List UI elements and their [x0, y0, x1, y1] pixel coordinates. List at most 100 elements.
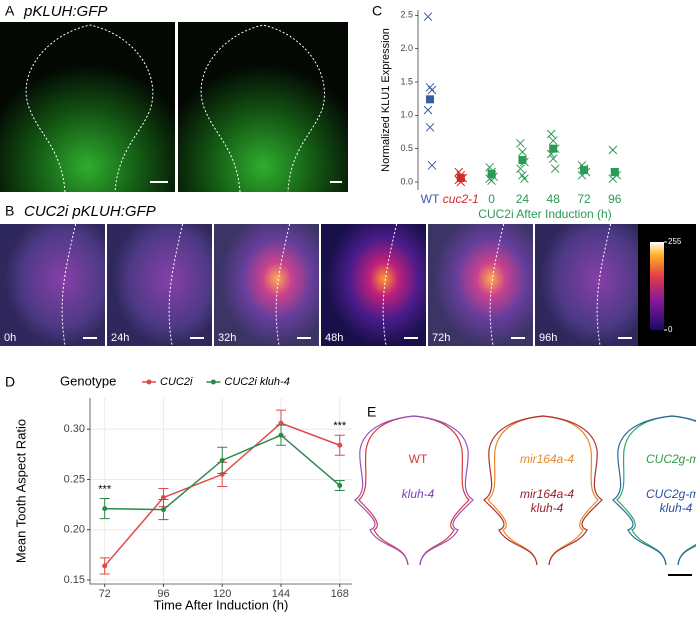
point: [485, 162, 494, 172]
y-tick-label: 1.0: [400, 110, 413, 120]
panel-label: D: [5, 374, 15, 390]
point: [548, 136, 558, 146]
y-tick-label: 2.5: [400, 10, 413, 20]
colorbar-bg: [638, 224, 696, 346]
point: [487, 176, 496, 186]
leaf-label: CUC2g-m4: [646, 452, 696, 466]
x-tick-label: 72: [577, 192, 591, 206]
leaf-label: kluh-4: [531, 501, 564, 515]
leaf-label: mir164a-4: [520, 452, 574, 466]
point: [219, 457, 225, 463]
y-tick-label: 0.5: [400, 143, 413, 153]
point: [550, 164, 560, 174]
x-tick-label: 120: [213, 588, 231, 600]
point: [337, 482, 343, 488]
y-tick-label: 0.0: [400, 176, 413, 186]
x-tick-label: 96: [157, 588, 169, 600]
y-tick-label: 1.5: [400, 76, 413, 86]
mean: [610, 168, 619, 176]
leaf-outline: [354, 415, 474, 566]
mean: [518, 156, 527, 164]
gfp-image: [0, 22, 348, 193]
time-label: 32h: [218, 332, 236, 344]
margin-outline: [596, 223, 612, 347]
x-tick-label: cuc2-1: [443, 192, 479, 206]
x-tick-label: 24: [516, 192, 530, 206]
panel-title: pKLUH:GFP: [23, 3, 107, 20]
point: [102, 506, 108, 512]
heatmap-tile: [107, 224, 212, 346]
margin-outline: [61, 223, 77, 347]
x-tick-label: 96: [608, 192, 622, 206]
mean: [426, 95, 434, 104]
mean: [549, 144, 558, 153]
leaf-label: WT: [409, 452, 428, 466]
point: [427, 160, 437, 170]
point: [520, 174, 529, 184]
point: [425, 122, 435, 132]
panel-label: B: [5, 203, 14, 219]
y-axis-title: Normalized KLU1 Expression: [380, 28, 392, 172]
time-label: 72h: [432, 332, 450, 344]
point: [516, 138, 525, 148]
leaf-label: mir164a-4: [520, 487, 574, 501]
leaf-label: CUC2g-m4: [646, 487, 696, 501]
legend-dot: [146, 379, 152, 385]
y-tick-label: 0.30: [64, 423, 85, 435]
point: [608, 174, 618, 184]
point: [423, 12, 433, 22]
mean: [456, 174, 465, 182]
y-tick-label: 0.15: [64, 574, 85, 586]
significance: ***: [98, 483, 112, 495]
time-label: 0h: [4, 332, 16, 344]
leaf-outline: [483, 415, 603, 566]
heatmap-tile: [214, 224, 319, 346]
point: [102, 563, 108, 569]
panel-label: E: [367, 404, 376, 420]
leaf-label: kluh-4: [402, 487, 435, 501]
legend-label: CUC2i kluh-4: [224, 376, 289, 388]
point: [608, 145, 618, 155]
heatmap-tile: [535, 224, 640, 346]
y-tick-label: 0.25: [64, 473, 85, 485]
colorbar: [650, 242, 664, 330]
x-tick-label: 72: [99, 588, 111, 600]
colorbar-label: 0: [668, 325, 673, 334]
x-tick-label: 168: [331, 588, 349, 600]
point: [548, 154, 558, 164]
x-tick-label: WT: [421, 192, 440, 206]
x-tick-label: 144: [272, 588, 290, 600]
time-label: 48h: [325, 332, 343, 344]
leaf-label: kluh-4: [660, 501, 693, 515]
point: [160, 495, 166, 501]
panel-label: C: [372, 3, 382, 19]
panel-label: A: [5, 3, 15, 19]
x-axis-title: Time After Induction (h): [154, 597, 289, 612]
time-label: 24h: [111, 332, 129, 344]
point: [546, 129, 556, 139]
margin-outline: [382, 223, 398, 347]
point: [423, 105, 433, 115]
point: [278, 420, 284, 426]
point: [516, 164, 525, 174]
y-tick-label: 0.20: [64, 524, 85, 536]
margin-outline: [275, 223, 291, 347]
leaf-outline: [612, 415, 696, 566]
x-axis-title: CUC2i After Induction (h): [478, 207, 611, 221]
panel-title: CUC2i pKLUH:GFP: [24, 203, 156, 220]
margin-outline: [168, 223, 184, 347]
point: [337, 442, 343, 448]
point: [160, 507, 166, 513]
time-label: 96h: [539, 332, 557, 344]
point: [427, 85, 437, 95]
legend-title: Genotype: [60, 373, 116, 388]
heatmap-tile: [428, 224, 533, 346]
point: [278, 432, 284, 438]
margin-outline: [489, 223, 505, 347]
mean: [580, 166, 588, 174]
y-tick-label: 2.0: [400, 43, 413, 53]
mean: [487, 170, 496, 178]
x-tick-label: 48: [547, 192, 561, 206]
legend-dot: [210, 379, 216, 385]
